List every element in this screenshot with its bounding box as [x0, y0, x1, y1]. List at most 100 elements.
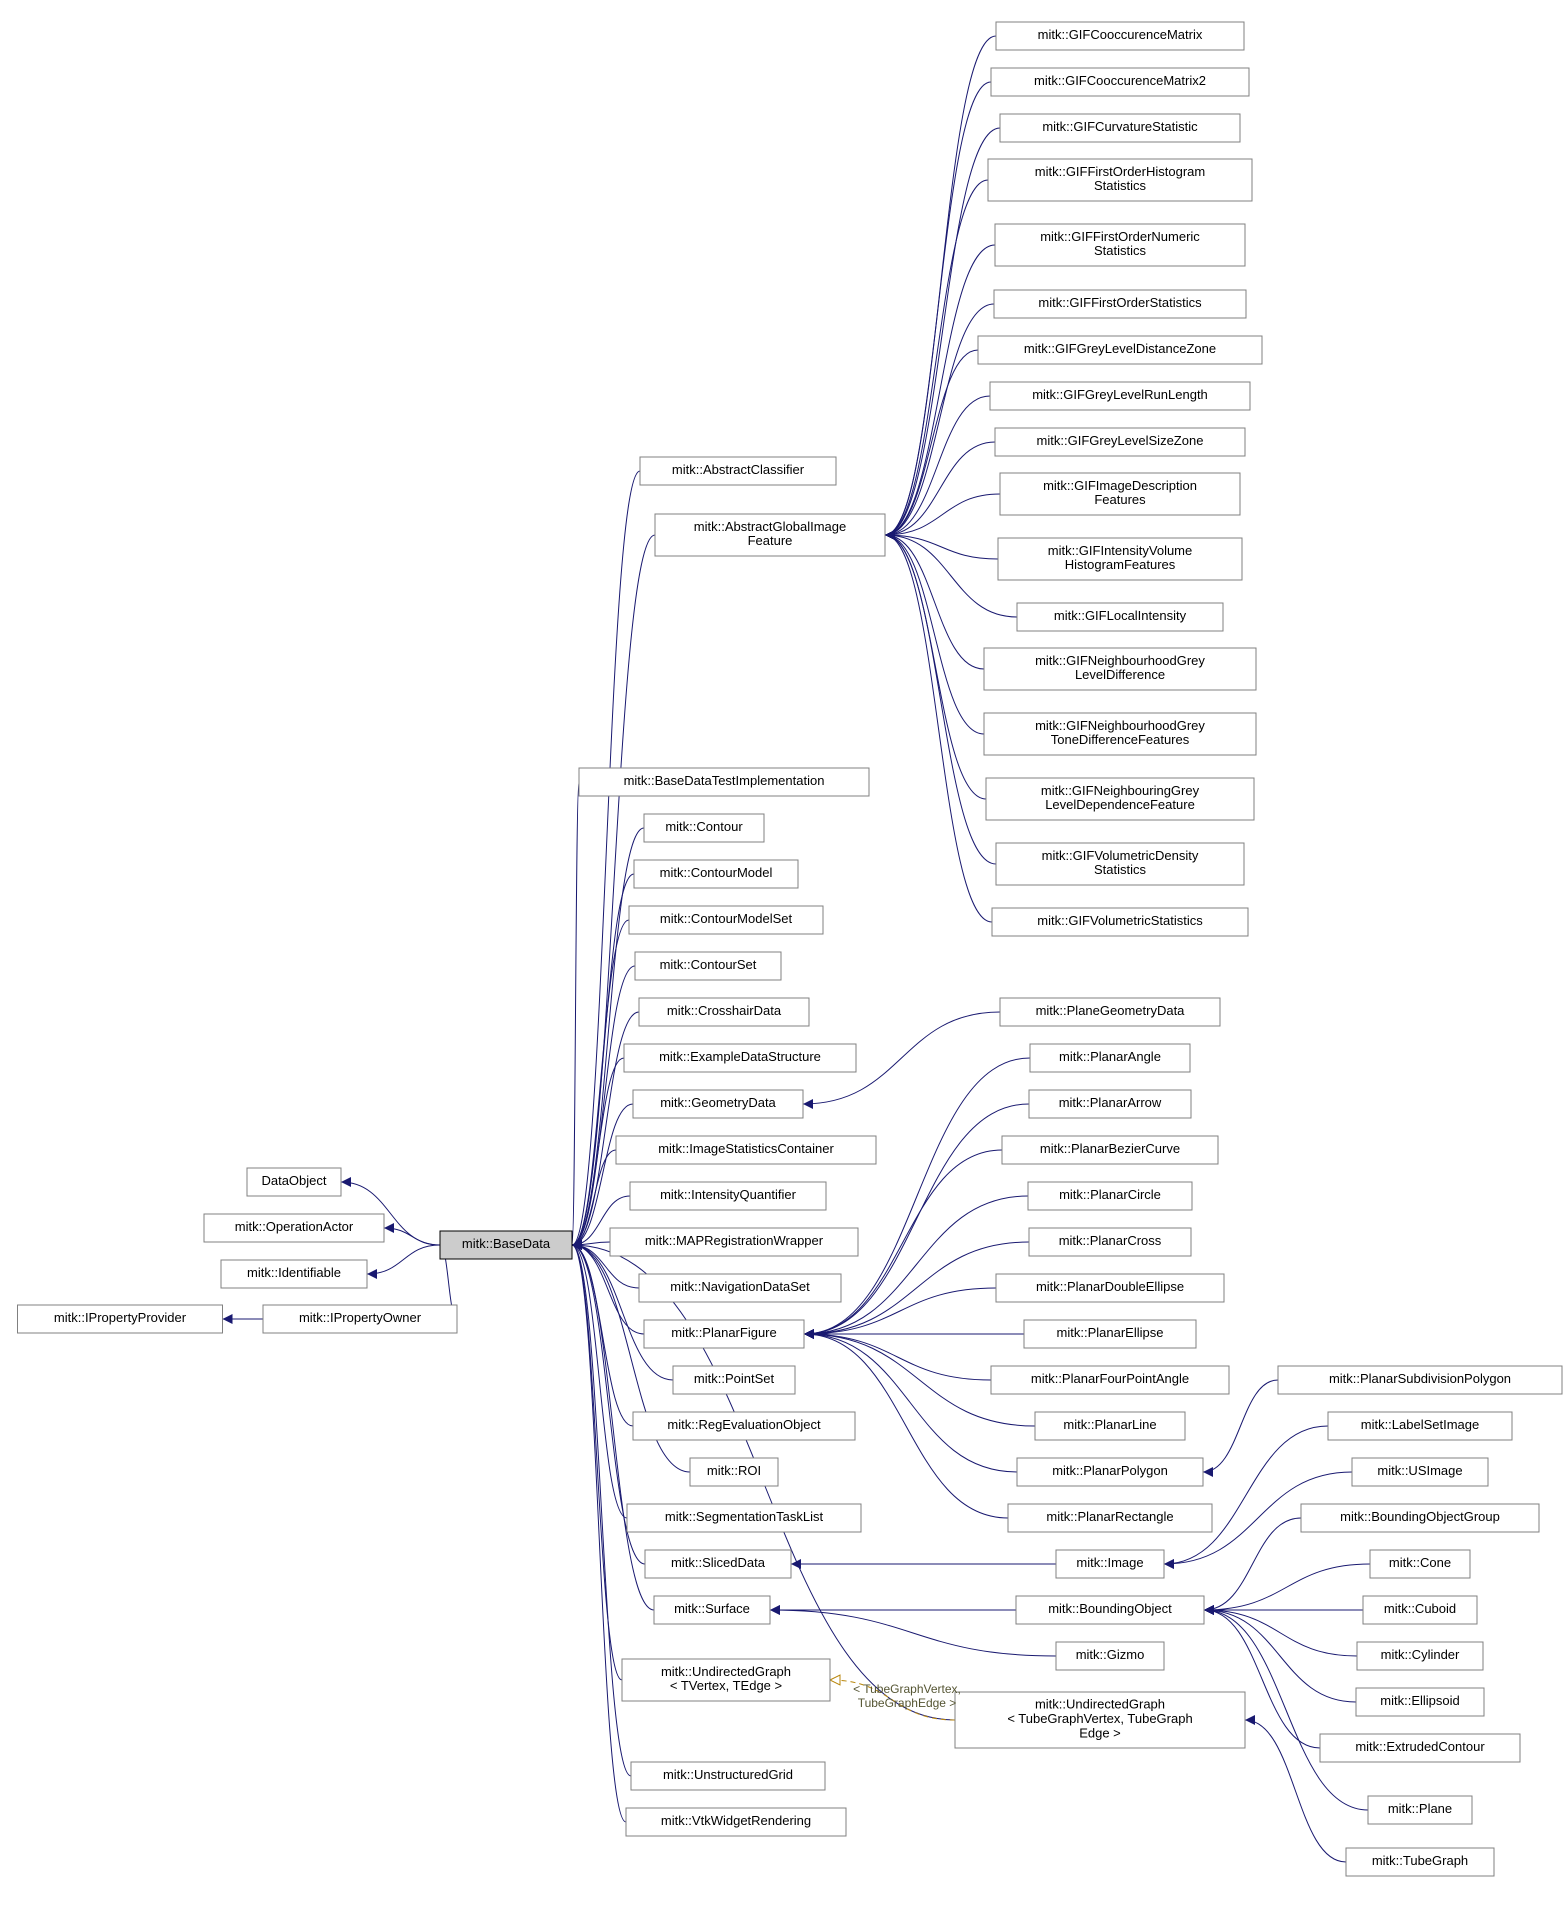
class-node-IPropertyProvider[interactable]: mitk::IPropertyProvider [18, 1305, 223, 1333]
class-node-GIFCooccurenceMatrix[interactable]: mitk::GIFCooccurenceMatrix [996, 22, 1244, 50]
class-node-GIFNeighbouringGrey[interactable]: mitk::GIFNeighbouringGreyLevelDependence… [986, 778, 1254, 820]
class-node-label: mitk::ROI [707, 1463, 761, 1478]
class-node-MAPRegistrationWrapper[interactable]: mitk::MAPRegistrationWrapper [610, 1228, 858, 1256]
class-node-BoundingObjectGroup[interactable]: mitk::BoundingObjectGroup [1301, 1504, 1539, 1532]
class-node-ExtrudedContour[interactable]: mitk::ExtrudedContour [1320, 1734, 1520, 1762]
class-node-label: mitk::GIFVolumetricStatistics [1037, 913, 1203, 928]
class-node-GIFFirstOrderStatistics[interactable]: mitk::GIFFirstOrderStatistics [994, 290, 1246, 318]
class-node-UndirectedGraphT[interactable]: mitk::UndirectedGraph< TVertex, TEdge > [622, 1659, 830, 1701]
class-node-SegmentationTaskList[interactable]: mitk::SegmentationTaskList [627, 1504, 861, 1532]
class-node-NavigationDataSet[interactable]: mitk::NavigationDataSet [639, 1274, 841, 1302]
class-node-Gizmo[interactable]: mitk::Gizmo [1056, 1642, 1164, 1670]
class-node-GIFLocalIntensity[interactable]: mitk::GIFLocalIntensity [1017, 603, 1223, 631]
class-node-GIFFirstOrderHistogram[interactable]: mitk::GIFFirstOrderHistogramStatistics [988, 159, 1252, 201]
class-node-label: mitk::IPropertyOwner [299, 1310, 422, 1325]
class-node-label: mitk::PlanarRectangle [1046, 1509, 1173, 1524]
class-node-label: mitk::GIFLocalIntensity [1054, 608, 1187, 623]
class-node-GIFFirstOrderNumeric[interactable]: mitk::GIFFirstOrderNumericStatistics [995, 224, 1245, 266]
class-node-PlaneGeometryData[interactable]: mitk::PlaneGeometryData [1000, 998, 1220, 1026]
class-node-VtkWidgetRendering[interactable]: mitk::VtkWidgetRendering [626, 1808, 846, 1836]
class-node-GIFNeighbourhoodGreyTone[interactable]: mitk::GIFNeighbourhoodGreyToneDifference… [984, 713, 1256, 755]
class-node-label: mitk::ImageStatisticsContainer [658, 1141, 834, 1156]
class-node-LabelSetImage[interactable]: mitk::LabelSetImage [1328, 1412, 1512, 1440]
class-node-label: mitk::PointSet [694, 1371, 775, 1386]
class-node-SlicedData[interactable]: mitk::SlicedData [645, 1550, 791, 1578]
class-node-PlanarFourPointAngle[interactable]: mitk::PlanarFourPointAngle [991, 1366, 1229, 1394]
class-node-IntensityQuantifier[interactable]: mitk::IntensityQuantifier [630, 1182, 826, 1210]
class-node-Plane[interactable]: mitk::Plane [1368, 1796, 1472, 1824]
class-node-PlanarRectangle[interactable]: mitk::PlanarRectangle [1008, 1504, 1212, 1532]
class-node-RegEvaluationObject[interactable]: mitk::RegEvaluationObject [633, 1412, 855, 1440]
class-node-GIFGreyLevelDistanceZone[interactable]: mitk::GIFGreyLevelDistanceZone [978, 336, 1262, 364]
class-node-AbstractGlobalImageFeature[interactable]: mitk::AbstractGlobalImageFeature [655, 514, 885, 556]
class-node-PlanarBezierCurve[interactable]: mitk::PlanarBezierCurve [1002, 1136, 1218, 1164]
class-node-ExampleDataStructure[interactable]: mitk::ExampleDataStructure [624, 1044, 856, 1072]
class-node-PlanarCircle[interactable]: mitk::PlanarCircle [1028, 1182, 1192, 1210]
class-node-GIFImageDescription[interactable]: mitk::GIFImageDescriptionFeatures [1000, 473, 1240, 515]
template-edge-label: < TubeGraphVertex,TubeGraphEdge > [853, 1682, 961, 1710]
class-node-label: mitk::PlanarArrow [1059, 1095, 1162, 1110]
class-node-GIFVolumetricStatistics[interactable]: mitk::GIFVolumetricStatistics [992, 908, 1248, 936]
class-node-OperationActor[interactable]: mitk::OperationActor [204, 1214, 384, 1242]
class-node-GIFGreyLevelSizeZone[interactable]: mitk::GIFGreyLevelSizeZone [995, 428, 1245, 456]
class-node-label: mitk::UnstructuredGrid [663, 1767, 793, 1782]
class-node-GIFVolumetricDensity[interactable]: mitk::GIFVolumetricDensityStatistics [996, 843, 1244, 885]
class-node-PlanarLine[interactable]: mitk::PlanarLine [1035, 1412, 1185, 1440]
class-node-PlanarDoubleEllipse[interactable]: mitk::PlanarDoubleEllipse [996, 1274, 1224, 1302]
class-node-BoundingObject[interactable]: mitk::BoundingObject [1016, 1596, 1204, 1624]
class-node-label: mitk::TubeGraph [1372, 1853, 1468, 1868]
class-node-ContourSet[interactable]: mitk::ContourSet [635, 952, 781, 980]
class-node-PlanarEllipse[interactable]: mitk::PlanarEllipse [1024, 1320, 1196, 1348]
class-node-UnstructuredGrid[interactable]: mitk::UnstructuredGrid [631, 1762, 825, 1790]
class-node-label: mitk::Ellipsoid [1380, 1693, 1459, 1708]
class-node-Image[interactable]: mitk::Image [1056, 1550, 1164, 1578]
class-node-PlanarSubdivisionPolygon[interactable]: mitk::PlanarSubdivisionPolygon [1278, 1366, 1562, 1394]
class-node-label: mitk::GeometryData [660, 1095, 776, 1110]
class-node-Surface[interactable]: mitk::Surface [654, 1596, 770, 1624]
class-node-GIFNeighbourhoodGreyLevel[interactable]: mitk::GIFNeighbourhoodGreyLevelDifferenc… [984, 648, 1256, 690]
class-node-IPropertyOwner[interactable]: mitk::IPropertyOwner [263, 1305, 457, 1333]
class-node-PointSet[interactable]: mitk::PointSet [673, 1366, 795, 1394]
class-node-CrosshairData[interactable]: mitk::CrosshairData [639, 998, 809, 1026]
class-node-GIFCurvatureStatistic[interactable]: mitk::GIFCurvatureStatistic [1000, 114, 1240, 142]
class-node-label: mitk::ContourSet [660, 957, 757, 972]
class-node-GIFGreyLevelRunLength[interactable]: mitk::GIFGreyLevelRunLength [990, 382, 1250, 410]
class-node-DataObject[interactable]: DataObject [247, 1168, 341, 1196]
class-node-TubeGraph[interactable]: mitk::TubeGraph [1346, 1848, 1494, 1876]
class-node-label: mitk::Surface [674, 1601, 750, 1616]
class-node-ROI[interactable]: mitk::ROI [690, 1458, 778, 1486]
class-node-GeometryData[interactable]: mitk::GeometryData [633, 1090, 803, 1118]
class-node-label: mitk::UndirectedGraph< TVertex, TEdge > [661, 1664, 791, 1693]
class-node-PlanarPolygon[interactable]: mitk::PlanarPolygon [1017, 1458, 1203, 1486]
class-node-USImage[interactable]: mitk::USImage [1352, 1458, 1488, 1486]
class-node-label: mitk::Identifiable [247, 1265, 341, 1280]
class-node-ContourModel[interactable]: mitk::ContourModel [634, 860, 798, 888]
class-node-GIFCooccurenceMatrix2[interactable]: mitk::GIFCooccurenceMatrix2 [991, 68, 1249, 96]
class-node-Identifiable[interactable]: mitk::Identifiable [221, 1260, 367, 1288]
class-node-label: mitk::ExampleDataStructure [659, 1049, 821, 1064]
class-node-label: mitk::PlanarDoubleEllipse [1036, 1279, 1184, 1294]
class-node-Cuboid[interactable]: mitk::Cuboid [1363, 1596, 1477, 1624]
class-node-label: mitk::PlanarPolygon [1052, 1463, 1168, 1478]
class-node-ContourModelSet[interactable]: mitk::ContourModelSet [629, 906, 823, 934]
class-node-label: mitk::RegEvaluationObject [667, 1417, 821, 1432]
class-node-UndirectedGraphTube[interactable]: mitk::UndirectedGraph< TubeGraphVertex, … [955, 1692, 1245, 1748]
class-node-PlanarCross[interactable]: mitk::PlanarCross [1029, 1228, 1191, 1256]
class-node-BaseData[interactable]: mitk::BaseData [440, 1231, 572, 1259]
class-node-PlanarAngle[interactable]: mitk::PlanarAngle [1030, 1044, 1190, 1072]
class-node-Cylinder[interactable]: mitk::Cylinder [1357, 1642, 1483, 1670]
class-node-PlanarFigure[interactable]: mitk::PlanarFigure [644, 1320, 804, 1348]
class-node-label: mitk::PlanarLine [1063, 1417, 1156, 1432]
class-node-label: mitk::SegmentationTaskList [665, 1509, 824, 1524]
class-node-BaseDataTestImpl[interactable]: mitk::BaseDataTestImplementation [579, 768, 869, 796]
class-node-label: mitk::ContourModel [660, 865, 773, 880]
class-node-Contour[interactable]: mitk::Contour [644, 814, 764, 842]
class-node-GIFIntensityVolumeHist[interactable]: mitk::GIFIntensityVolumeHistogramFeature… [998, 538, 1242, 580]
class-node-Ellipsoid[interactable]: mitk::Ellipsoid [1356, 1688, 1484, 1716]
class-node-label: mitk::BaseDataTestImplementation [624, 773, 825, 788]
class-node-Cone[interactable]: mitk::Cone [1370, 1550, 1470, 1578]
class-node-label: mitk::CrosshairData [667, 1003, 782, 1018]
class-node-AbstractClassifier[interactable]: mitk::AbstractClassifier [640, 457, 836, 485]
class-node-PlanarArrow[interactable]: mitk::PlanarArrow [1029, 1090, 1191, 1118]
class-node-ImageStatisticsContainer[interactable]: mitk::ImageStatisticsContainer [616, 1136, 876, 1164]
